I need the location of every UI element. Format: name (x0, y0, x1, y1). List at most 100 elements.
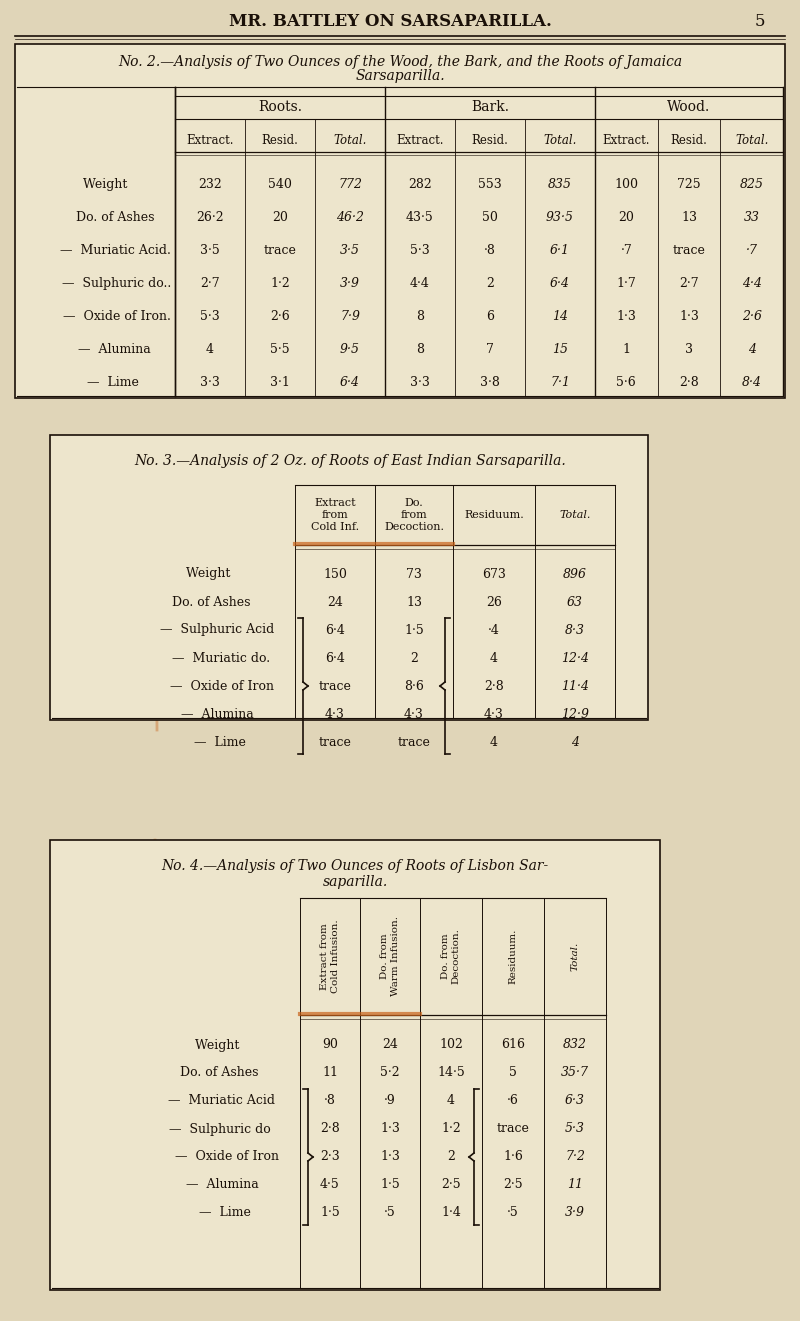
Text: 7·1: 7·1 (550, 376, 570, 388)
Text: 835: 835 (548, 178, 572, 192)
Text: —  Oxide of Iron: — Oxide of Iron (175, 1151, 295, 1164)
Text: 5·6: 5·6 (617, 376, 636, 388)
Text: 2·5: 2·5 (503, 1178, 523, 1192)
Text: No. 2.—Analysis of Two Ounces of the Wood, the Bark, and the Roots of Jamaica: No. 2.—Analysis of Two Ounces of the Woo… (118, 55, 682, 69)
Text: 2·5: 2·5 (441, 1178, 461, 1192)
Text: 616: 616 (501, 1038, 525, 1052)
Text: Wood.: Wood. (667, 100, 710, 114)
Text: Bark.: Bark. (471, 100, 509, 114)
Text: 93·5: 93·5 (546, 211, 574, 225)
Text: Extract.: Extract. (186, 133, 234, 147)
Text: 11: 11 (322, 1066, 338, 1079)
Text: Do. of Ashes: Do. of Ashes (171, 596, 290, 609)
Text: Extract.: Extract. (602, 133, 650, 147)
Text: trace: trace (497, 1123, 530, 1136)
Text: 8·3: 8·3 (565, 624, 585, 637)
Text: 2·8: 2·8 (679, 376, 699, 388)
Text: —  Sulphuric Acid: — Sulphuric Acid (160, 624, 290, 637)
Text: 4·3: 4·3 (484, 708, 504, 720)
Text: 4: 4 (490, 651, 498, 664)
Text: 3·5: 3·5 (200, 244, 220, 258)
Text: 3·8: 3·8 (480, 376, 500, 388)
Text: 24: 24 (382, 1038, 398, 1052)
Text: 4: 4 (748, 343, 756, 355)
Text: Do.
from
Decoction.: Do. from Decoction. (384, 498, 444, 531)
Text: ·7: ·7 (621, 244, 632, 258)
Text: 2·7: 2·7 (200, 277, 220, 291)
Text: 7·9: 7·9 (340, 310, 360, 324)
Text: 6·4: 6·4 (325, 624, 345, 637)
Text: 4·3: 4·3 (325, 708, 345, 720)
Text: 4·3: 4·3 (404, 708, 424, 720)
Text: Extract from
Cold Infusion.: Extract from Cold Infusion. (320, 919, 340, 993)
Text: 26·2: 26·2 (196, 211, 224, 225)
Text: 6·3: 6·3 (565, 1095, 585, 1107)
Text: No. 3.—Analysis of 2 Oz. of Roots of East Indian Sarsaparilla.: No. 3.—Analysis of 2 Oz. of Roots of Eas… (134, 454, 566, 468)
Text: No. 4.—Analysis of Two Ounces of Roots of Lisbon Sar-: No. 4.—Analysis of Two Ounces of Roots o… (162, 859, 549, 873)
Text: —  Sulphuric do..: — Sulphuric do.. (62, 277, 171, 291)
Text: 90: 90 (322, 1038, 338, 1052)
Text: 553: 553 (478, 178, 502, 192)
Text: trace: trace (263, 244, 297, 258)
Text: 4·4: 4·4 (742, 277, 762, 291)
Text: 1·5: 1·5 (320, 1206, 340, 1219)
Text: 3·9: 3·9 (565, 1206, 585, 1219)
Text: 3: 3 (685, 343, 693, 355)
Bar (50, 435, 648, 720)
Text: 2·3: 2·3 (320, 1151, 340, 1164)
Text: 4: 4 (447, 1095, 455, 1107)
Text: ·7: ·7 (746, 244, 758, 258)
Text: Extract.: Extract. (396, 133, 444, 147)
Text: 3·3: 3·3 (200, 376, 220, 388)
Text: 2·6: 2·6 (742, 310, 762, 324)
Text: 832: 832 (563, 1038, 587, 1052)
Text: Total.: Total. (559, 510, 590, 520)
Text: 232: 232 (198, 178, 222, 192)
Text: 3·9: 3·9 (340, 277, 360, 291)
Text: 5·5: 5·5 (270, 343, 290, 355)
Text: Weight: Weight (194, 1038, 295, 1052)
Text: 26: 26 (486, 596, 502, 609)
Text: ·5: ·5 (507, 1206, 519, 1219)
Text: Total.: Total. (570, 942, 579, 971)
Text: Residuum.: Residuum. (464, 510, 524, 520)
Text: 12·4: 12·4 (561, 651, 589, 664)
Text: 8·4: 8·4 (742, 376, 762, 388)
Text: 8: 8 (416, 310, 424, 324)
Text: 13: 13 (406, 596, 422, 609)
Text: 896: 896 (563, 568, 587, 580)
Text: 24: 24 (327, 596, 343, 609)
Text: trace: trace (318, 736, 351, 749)
Text: 73: 73 (406, 568, 422, 580)
Text: 772: 772 (338, 178, 362, 192)
Text: 5·2: 5·2 (380, 1066, 400, 1079)
Text: ·8: ·8 (484, 244, 496, 258)
Text: 2·8: 2·8 (320, 1123, 340, 1136)
Text: Resid.: Resid. (471, 133, 509, 147)
Text: 11·4: 11·4 (561, 679, 589, 692)
Text: ·9: ·9 (384, 1095, 396, 1107)
Text: 5·3: 5·3 (410, 244, 430, 258)
Text: 1·2: 1·2 (441, 1123, 461, 1136)
Text: 9·5: 9·5 (340, 343, 360, 355)
Text: 673: 673 (482, 568, 506, 580)
Text: 20: 20 (272, 211, 288, 225)
Text: —  Alumina: — Alumina (182, 708, 290, 720)
Text: 825: 825 (740, 178, 764, 192)
Text: 5·3: 5·3 (200, 310, 220, 324)
Text: 4·4: 4·4 (410, 277, 430, 291)
Text: Weight: Weight (82, 178, 171, 192)
Text: 4·5: 4·5 (320, 1178, 340, 1192)
Text: 13: 13 (681, 211, 697, 225)
Text: —  Muriatic Acid: — Muriatic Acid (168, 1095, 295, 1107)
Text: 2·6: 2·6 (270, 310, 290, 324)
Text: 6·4: 6·4 (340, 376, 360, 388)
Text: —  Muriatic Acid.: — Muriatic Acid. (60, 244, 171, 258)
Text: 282: 282 (408, 178, 432, 192)
Text: 43·5: 43·5 (406, 211, 434, 225)
Text: 5: 5 (754, 13, 766, 30)
Text: Do. from
Warm Infusion.: Do. from Warm Infusion. (380, 917, 400, 996)
Text: 1·3: 1·3 (380, 1151, 400, 1164)
Text: 8: 8 (416, 343, 424, 355)
Text: —  Oxide of Iron.: — Oxide of Iron. (63, 310, 171, 324)
